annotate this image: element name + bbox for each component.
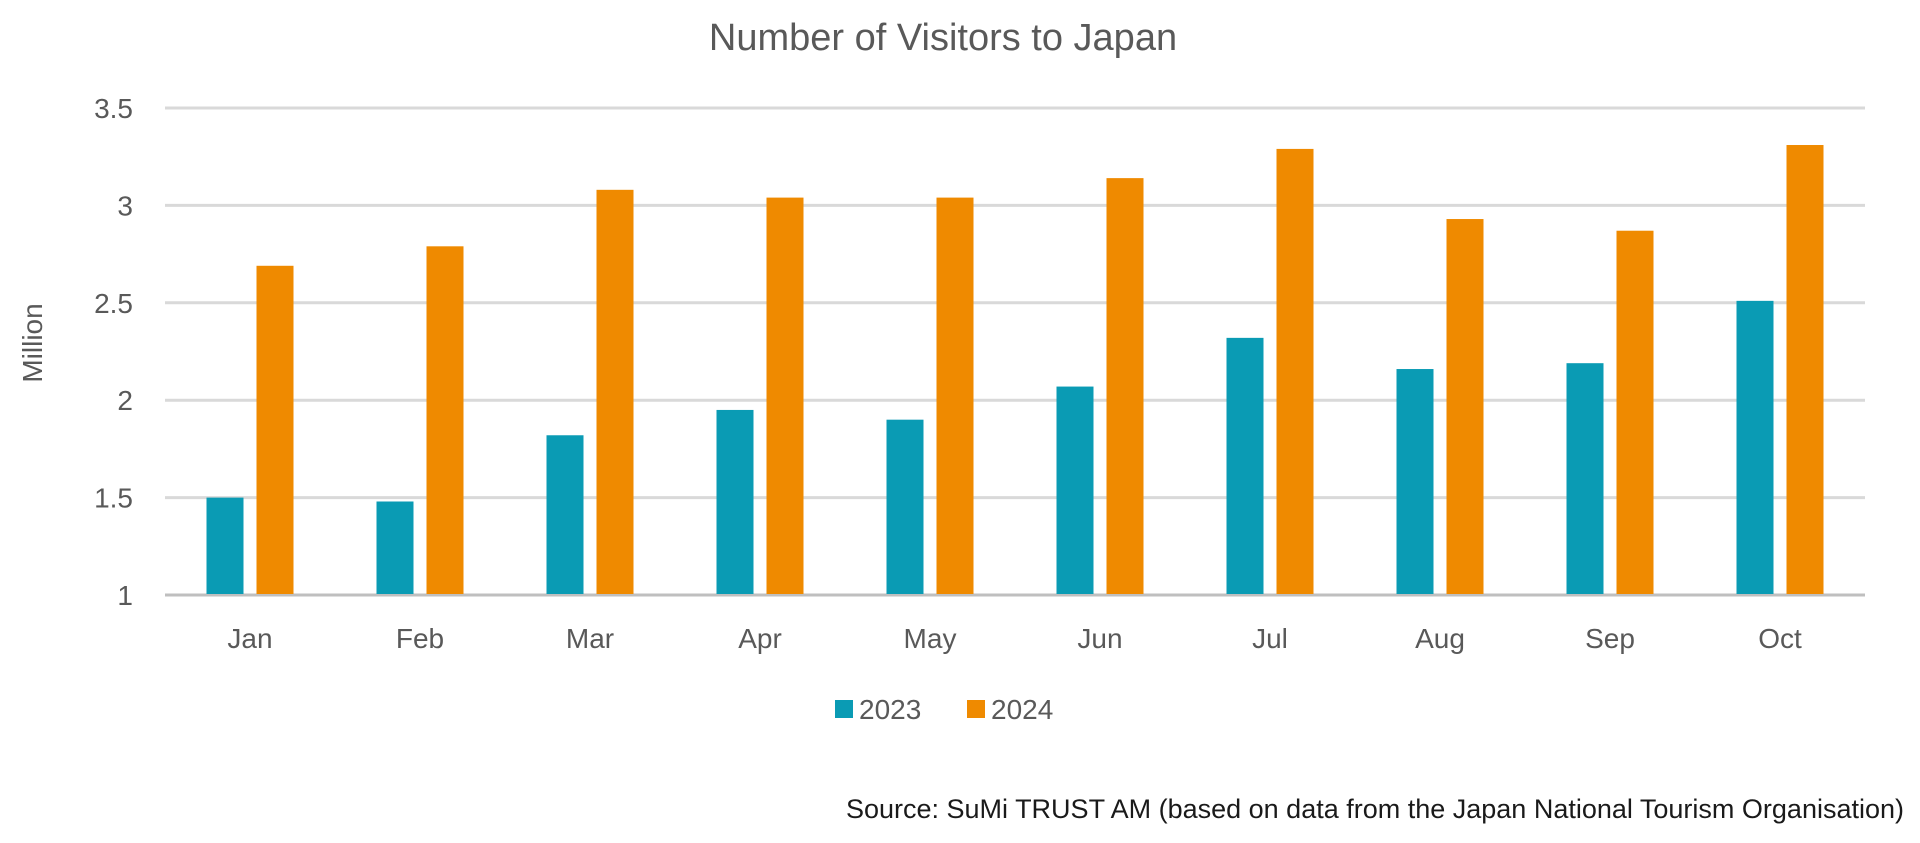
x-tick-label: Mar — [566, 623, 614, 654]
bar-2024-oct — [1786, 145, 1824, 594]
bar-2024-feb — [426, 246, 464, 595]
bar-2024-jun — [1106, 178, 1144, 595]
x-tick-label: Jun — [1077, 623, 1122, 654]
x-tick-label: Jan — [227, 623, 272, 654]
y-tick-label: 3.5 — [94, 93, 133, 124]
legend-swatch-2024 — [967, 700, 985, 718]
bar-2023-mar — [546, 435, 584, 594]
bar-2024-jan — [256, 265, 294, 594]
bar-2023-aug — [1396, 369, 1434, 594]
bar-2024-sep — [1616, 230, 1654, 594]
y-axis-label: Million — [17, 303, 48, 382]
legend-label-2024: 2024 — [991, 694, 1053, 725]
bar-2023-jun — [1056, 386, 1094, 594]
x-tick-label: Oct — [1758, 623, 1802, 654]
y-tick-label: 1.5 — [94, 483, 133, 514]
bar-2023-apr — [716, 409, 754, 594]
chart-title: Number of Visitors to Japan — [709, 17, 1177, 59]
x-tick-label: May — [904, 623, 957, 654]
bar-2024-mar — [596, 189, 634, 595]
y-tick-label: 2.5 — [94, 288, 133, 319]
x-tick-label: Sep — [1585, 623, 1635, 654]
legend-label-2023: 2023 — [859, 694, 921, 725]
bar-2024-apr — [766, 197, 804, 594]
bar-2023-feb — [376, 501, 414, 594]
y-tick-label: 1 — [117, 580, 133, 611]
bar-2023-may — [886, 419, 924, 594]
source-note: Source: SuMi TRUST AM (based on data fro… — [846, 794, 1904, 824]
bar-2024-aug — [1446, 219, 1484, 594]
bar-2023-jul — [1226, 337, 1264, 594]
x-tick-label: Jul — [1252, 623, 1288, 654]
x-tick-label: Feb — [396, 623, 444, 654]
y-tick-label: 3 — [117, 190, 133, 221]
x-tick-label: Aug — [1415, 623, 1465, 654]
y-tick-label: 2 — [117, 385, 133, 416]
legend-swatch-2023 — [835, 700, 853, 718]
bar-2024-jul — [1276, 148, 1314, 594]
x-tick-label: Apr — [738, 623, 782, 654]
bar-2023-oct — [1736, 300, 1774, 594]
bar-2023-jan — [206, 497, 244, 594]
bar-2024-may — [936, 197, 974, 594]
bar-2023-sep — [1566, 363, 1604, 594]
